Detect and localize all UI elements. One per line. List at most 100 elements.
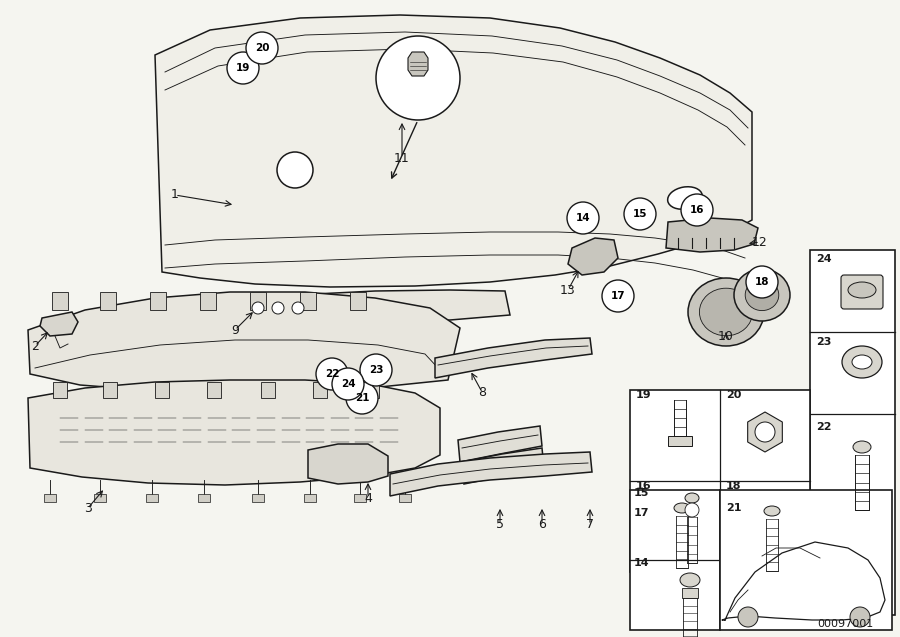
Bar (150, 292, 166, 310)
Text: 15: 15 (633, 209, 647, 219)
Circle shape (685, 503, 699, 517)
Bar (53, 382, 67, 398)
Text: 18: 18 (726, 481, 742, 491)
Bar (313, 382, 327, 398)
Circle shape (246, 32, 278, 64)
Bar (103, 382, 117, 398)
Text: 14: 14 (576, 213, 590, 223)
Ellipse shape (745, 280, 778, 311)
Circle shape (376, 36, 460, 120)
Circle shape (755, 422, 775, 442)
Circle shape (252, 302, 264, 314)
Text: 20: 20 (255, 43, 269, 53)
Text: 22: 22 (816, 422, 832, 432)
Text: 21: 21 (726, 503, 742, 513)
Polygon shape (435, 338, 592, 378)
Text: 8: 8 (478, 385, 486, 399)
Bar (100, 292, 116, 310)
Bar (682, 588, 698, 598)
Bar (810, 250, 895, 615)
Text: 17: 17 (634, 508, 650, 518)
Bar (200, 292, 216, 310)
Polygon shape (458, 426, 542, 462)
Text: 10: 10 (718, 329, 734, 343)
Circle shape (360, 354, 392, 386)
Ellipse shape (688, 278, 764, 346)
Text: 16: 16 (636, 481, 652, 491)
Ellipse shape (674, 503, 690, 513)
Polygon shape (155, 15, 752, 287)
Circle shape (738, 607, 758, 627)
Bar (261, 382, 275, 398)
Text: 1: 1 (171, 189, 179, 201)
Circle shape (332, 368, 364, 400)
Ellipse shape (668, 187, 702, 209)
Text: 7: 7 (586, 519, 594, 531)
Circle shape (850, 607, 870, 627)
Text: 4: 4 (364, 492, 372, 505)
Text: 13: 13 (560, 283, 576, 296)
Polygon shape (408, 52, 428, 76)
Circle shape (567, 202, 599, 234)
Text: 22: 22 (325, 369, 339, 379)
Text: 19: 19 (636, 390, 652, 400)
Circle shape (624, 198, 656, 230)
Polygon shape (40, 312, 78, 336)
Ellipse shape (680, 573, 700, 587)
Circle shape (292, 302, 304, 314)
Bar (668, 436, 692, 446)
Bar (304, 494, 316, 502)
Polygon shape (308, 444, 388, 484)
Bar (720, 490, 892, 630)
Text: 11: 11 (394, 152, 410, 164)
Text: 21: 21 (355, 393, 369, 403)
Ellipse shape (734, 269, 790, 321)
Text: 20: 20 (726, 390, 742, 400)
Text: 9: 9 (231, 324, 239, 336)
Polygon shape (462, 448, 544, 484)
Circle shape (602, 280, 634, 312)
Ellipse shape (764, 506, 780, 516)
Ellipse shape (685, 493, 699, 503)
Circle shape (272, 302, 284, 314)
Bar (146, 494, 158, 502)
Text: 24: 24 (341, 379, 356, 389)
Bar (198, 494, 210, 502)
Bar (94, 494, 106, 502)
Circle shape (681, 194, 713, 226)
Bar (250, 292, 266, 310)
Ellipse shape (852, 355, 872, 369)
Text: 3: 3 (84, 501, 92, 515)
Ellipse shape (842, 346, 882, 378)
Bar (399, 494, 411, 502)
Bar (155, 382, 169, 398)
Text: 16: 16 (689, 205, 704, 215)
Bar (354, 494, 366, 502)
Polygon shape (28, 292, 460, 390)
Bar (630, 390, 810, 572)
Bar (52, 292, 68, 310)
Polygon shape (390, 452, 592, 496)
Bar (252, 494, 264, 502)
Text: 2: 2 (32, 340, 39, 352)
Ellipse shape (853, 441, 871, 453)
Bar (630, 490, 720, 630)
Text: 5: 5 (496, 519, 504, 531)
Text: 23: 23 (369, 365, 383, 375)
Bar (300, 292, 316, 310)
Text: 23: 23 (816, 337, 832, 347)
Bar (365, 382, 379, 398)
Bar (350, 292, 366, 310)
Ellipse shape (848, 282, 876, 298)
Bar (207, 382, 221, 398)
Circle shape (227, 52, 259, 84)
Polygon shape (220, 290, 510, 330)
FancyBboxPatch shape (841, 275, 883, 309)
Circle shape (346, 382, 378, 414)
Circle shape (277, 152, 313, 188)
Circle shape (316, 358, 348, 390)
Text: 15: 15 (634, 488, 650, 498)
Text: 24: 24 (816, 254, 832, 264)
Polygon shape (666, 218, 758, 252)
Text: 19: 19 (236, 63, 250, 73)
